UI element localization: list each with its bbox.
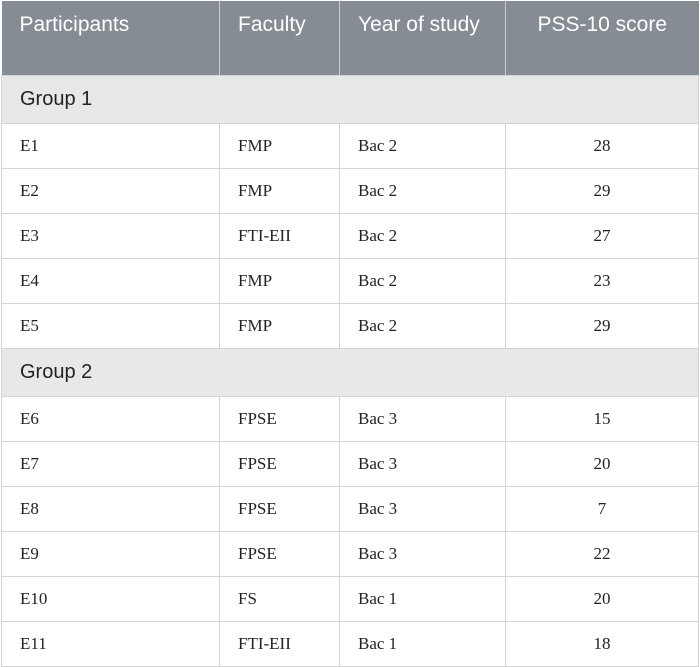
year-cell: Bac 2 <box>339 257 506 304</box>
score-cell: 20 <box>505 440 699 487</box>
table-body: Group 1 E1 FMP Bac 2 28 E2 FMP Bac 2 29 … <box>1 74 699 667</box>
score-cell: 22 <box>505 530 699 577</box>
year-cell: Bac 2 <box>339 122 506 169</box>
faculty-cell: FTI-EII <box>219 620 340 667</box>
participant-cell: E7 <box>1 440 220 487</box>
year-cell: Bac 2 <box>339 302 506 349</box>
faculty-cell: FPSE <box>219 485 340 532</box>
faculty-cell: FPSE <box>219 530 340 577</box>
faculty-cell: FPSE <box>219 395 340 442</box>
participant-cell: E5 <box>1 302 220 349</box>
faculty-cell: FMP <box>219 122 340 169</box>
year-cell: Bac 2 <box>339 167 506 214</box>
score-cell: 27 <box>505 212 699 259</box>
faculty-cell: FMP <box>219 302 340 349</box>
group-row: Group 2 <box>1 347 699 397</box>
participant-cell: E1 <box>1 122 220 169</box>
header-pss10-score: PSS-10 score <box>505 1 699 75</box>
year-cell: Bac 3 <box>339 485 506 532</box>
faculty-cell: FTI-EII <box>219 212 340 259</box>
table-row: E7 FPSE Bac 3 20 <box>1 440 699 487</box>
header-row: Participants Faculty Year of study PSS-1… <box>1 1 699 75</box>
score-cell: 20 <box>505 575 699 622</box>
faculty-cell: FMP <box>219 167 340 214</box>
score-cell: 29 <box>505 302 699 349</box>
participant-cell: E4 <box>1 257 220 304</box>
faculty-cell: FS <box>219 575 340 622</box>
table-row: E11 FTI-EII Bac 1 18 <box>1 620 699 667</box>
table-row: E4 FMP Bac 2 23 <box>1 257 699 304</box>
header-participants: Participants <box>1 1 220 75</box>
year-cell: Bac 1 <box>339 575 506 622</box>
table-row: E2 FMP Bac 2 29 <box>1 167 699 214</box>
participant-cell: E11 <box>1 620 220 667</box>
table-row: E8 FPSE Bac 3 7 <box>1 485 699 532</box>
table-row: E5 FMP Bac 2 29 <box>1 302 699 349</box>
group-label: Group 1 <box>1 74 699 124</box>
score-cell: 18 <box>505 620 699 667</box>
participant-cell: E8 <box>1 485 220 532</box>
score-cell: 7 <box>505 485 699 532</box>
header-year-of-study: Year of study <box>339 1 506 75</box>
year-cell: Bac 3 <box>339 395 506 442</box>
table-row: E1 FMP Bac 2 28 <box>1 122 699 169</box>
year-cell: Bac 3 <box>339 530 506 577</box>
year-cell: Bac 1 <box>339 620 506 667</box>
table-row: E3 FTI-EII Bac 2 27 <box>1 212 699 259</box>
table-row: E6 FPSE Bac 3 15 <box>1 395 699 442</box>
participant-cell: E3 <box>1 212 220 259</box>
table-header: Participants Faculty Year of study PSS-1… <box>1 1 699 75</box>
participant-cell: E9 <box>1 530 220 577</box>
header-faculty: Faculty <box>219 1 340 75</box>
year-cell: Bac 3 <box>339 440 506 487</box>
score-cell: 29 <box>505 167 699 214</box>
group-label: Group 2 <box>1 347 699 397</box>
table-row: E9 FPSE Bac 3 22 <box>1 530 699 577</box>
table-row: E10 FS Bac 1 20 <box>1 575 699 622</box>
faculty-cell: FPSE <box>219 440 340 487</box>
participant-cell: E10 <box>1 575 220 622</box>
group-row: Group 1 <box>1 74 699 124</box>
score-cell: 23 <box>505 257 699 304</box>
participant-cell: E2 <box>1 167 220 214</box>
participant-cell: E6 <box>1 395 220 442</box>
faculty-cell: FMP <box>219 257 340 304</box>
score-cell: 15 <box>505 395 699 442</box>
score-cell: 28 <box>505 122 699 169</box>
year-cell: Bac 2 <box>339 212 506 259</box>
